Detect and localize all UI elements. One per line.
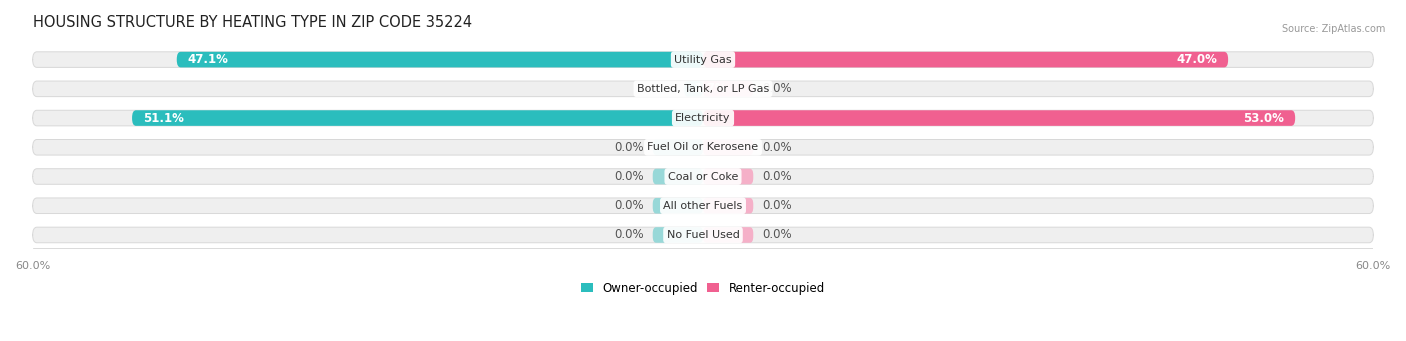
FancyBboxPatch shape bbox=[703, 52, 1227, 68]
Text: Utility Gas: Utility Gas bbox=[675, 55, 731, 64]
FancyBboxPatch shape bbox=[32, 52, 1374, 68]
Text: 0.0%: 0.0% bbox=[614, 170, 644, 183]
Text: 47.1%: 47.1% bbox=[188, 53, 229, 66]
FancyBboxPatch shape bbox=[132, 110, 703, 126]
FancyBboxPatch shape bbox=[177, 52, 703, 68]
Text: 0.0%: 0.0% bbox=[614, 141, 644, 154]
FancyBboxPatch shape bbox=[703, 227, 754, 243]
Text: Electricity: Electricity bbox=[675, 113, 731, 123]
FancyBboxPatch shape bbox=[683, 81, 703, 97]
FancyBboxPatch shape bbox=[32, 139, 1374, 155]
FancyBboxPatch shape bbox=[703, 169, 754, 184]
FancyBboxPatch shape bbox=[703, 110, 1295, 126]
Text: 0.0%: 0.0% bbox=[762, 199, 792, 212]
FancyBboxPatch shape bbox=[32, 81, 1374, 97]
FancyBboxPatch shape bbox=[32, 169, 1374, 184]
Text: 0.0%: 0.0% bbox=[762, 141, 792, 154]
FancyBboxPatch shape bbox=[32, 198, 1374, 213]
Text: HOUSING STRUCTURE BY HEATING TYPE IN ZIP CODE 35224: HOUSING STRUCTURE BY HEATING TYPE IN ZIP… bbox=[32, 15, 472, 30]
Legend: Owner-occupied, Renter-occupied: Owner-occupied, Renter-occupied bbox=[581, 282, 825, 295]
Text: 1.7%: 1.7% bbox=[695, 82, 728, 95]
Text: Fuel Oil or Kerosene: Fuel Oil or Kerosene bbox=[647, 142, 759, 152]
Text: 0.0%: 0.0% bbox=[762, 228, 792, 241]
FancyBboxPatch shape bbox=[703, 198, 754, 213]
Text: 0.0%: 0.0% bbox=[614, 199, 644, 212]
Text: 0.0%: 0.0% bbox=[762, 170, 792, 183]
FancyBboxPatch shape bbox=[32, 227, 1374, 243]
FancyBboxPatch shape bbox=[652, 227, 703, 243]
Text: No Fuel Used: No Fuel Used bbox=[666, 230, 740, 240]
Text: Coal or Coke: Coal or Coke bbox=[668, 172, 738, 181]
Text: 51.1%: 51.1% bbox=[143, 112, 184, 124]
FancyBboxPatch shape bbox=[703, 139, 754, 155]
Text: 0.0%: 0.0% bbox=[614, 228, 644, 241]
FancyBboxPatch shape bbox=[703, 81, 754, 97]
FancyBboxPatch shape bbox=[652, 198, 703, 213]
Text: 0.0%: 0.0% bbox=[762, 82, 792, 95]
Text: Source: ZipAtlas.com: Source: ZipAtlas.com bbox=[1281, 24, 1385, 34]
Text: 47.0%: 47.0% bbox=[1175, 53, 1218, 66]
FancyBboxPatch shape bbox=[652, 169, 703, 184]
Text: 53.0%: 53.0% bbox=[1243, 112, 1284, 124]
FancyBboxPatch shape bbox=[32, 110, 1374, 126]
Text: Bottled, Tank, or LP Gas: Bottled, Tank, or LP Gas bbox=[637, 84, 769, 94]
FancyBboxPatch shape bbox=[652, 139, 703, 155]
Text: All other Fuels: All other Fuels bbox=[664, 201, 742, 211]
